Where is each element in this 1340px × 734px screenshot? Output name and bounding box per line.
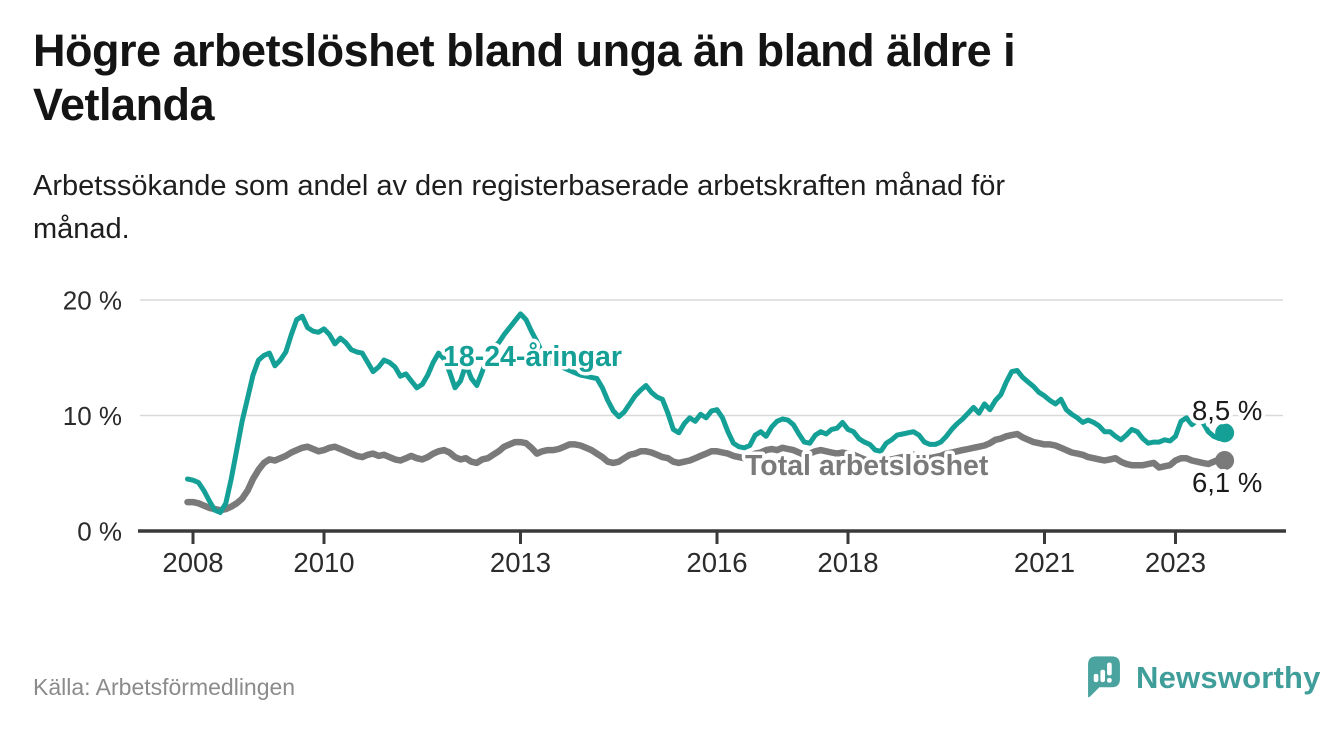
source-note: Källa: Arbetsförmedlingen xyxy=(33,674,296,700)
y-axis-label-20: 20 % xyxy=(63,286,122,316)
x-axis-label-2013: 2013 xyxy=(490,547,551,578)
x-axis-label-2010: 2010 xyxy=(293,547,354,578)
y-axis-label-0: 0 % xyxy=(77,517,122,547)
end-value-label-total-unemployment: 6,1 % xyxy=(1192,467,1262,498)
series-line-total-unemployment xyxy=(184,430,1228,514)
series-label-total-unemployment: Total arbetslöshet xyxy=(745,450,989,482)
series-line-youth-18-24 xyxy=(185,311,1228,515)
subtitle-line-1: Arbetssökande som andel av den registerb… xyxy=(33,170,1006,202)
series-label-youth-18-24: 18-24-åringar xyxy=(443,341,622,373)
chart-subtitle: Arbetssökande som andel av den registerb… xyxy=(33,165,1005,251)
x-axis-label-2018: 2018 xyxy=(817,547,878,578)
x-axis-label-2016: 2016 xyxy=(686,547,747,578)
x-axis-label-2008: 2008 xyxy=(162,547,223,578)
newsworthy-logo-icon xyxy=(1088,656,1120,698)
title-line-1: Högre arbetslöshet bland unga än bland ä… xyxy=(33,25,1016,76)
newsworthy-wordmark: Newsworthy xyxy=(1136,660,1321,695)
y-axis-label-10: 10 % xyxy=(63,401,122,431)
x-axis-label-2023: 2023 xyxy=(1145,547,1206,578)
chart-title: Högre arbetslöshet bland unga än bland ä… xyxy=(33,24,1016,132)
title-line-2: Vetlanda xyxy=(33,79,215,130)
end-dot-total-unemployment xyxy=(1215,451,1235,471)
end-dot-youth-18-24 xyxy=(1215,423,1235,443)
newsworthy-logo: Newsworthy xyxy=(1086,655,1321,701)
subtitle-line-2: månad. xyxy=(33,213,130,245)
x-axis-label-2021: 2021 xyxy=(1014,547,1075,578)
end-value-label-youth-18-24: 8,5 % xyxy=(1192,395,1262,426)
